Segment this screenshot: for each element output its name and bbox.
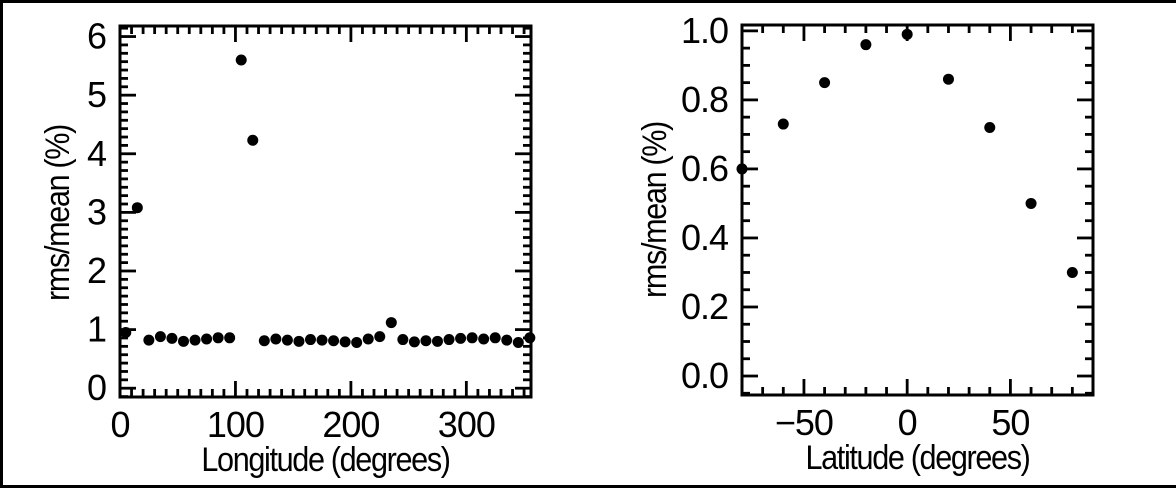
data-point [860,39,872,51]
x-tick-label: 200 [322,404,379,445]
y-tick-label: 6 [87,16,106,57]
data-point [431,335,443,347]
data-point [524,332,536,344]
data-point [316,334,328,346]
right-plot-y-axis-label: rms/mean (%) [636,122,674,298]
data-point [397,334,409,346]
y-tick-label: 5 [87,74,106,115]
data-point [455,332,467,344]
data-point [408,336,420,348]
left-plot-x-axis-label: Longitude (degrees) [201,441,451,479]
y-tick-label: 3 [87,191,106,232]
left-plot-y-axis-label: rms/mean (%) [39,125,77,301]
data-point [154,331,166,343]
data-point [304,334,316,346]
y-tick-label: 2 [87,250,106,291]
data-point [942,73,954,85]
x-tick-label: −50 [775,402,833,443]
data-point [224,332,236,344]
data-point [270,333,282,345]
data-point [177,335,189,347]
y-tick-label: 1 [87,309,106,350]
data-point [258,335,270,347]
data-point [777,118,789,130]
data-point [281,334,293,346]
y-tick-label: 0.0 [681,355,728,396]
data-point [1025,197,1037,209]
data-point [328,335,340,347]
x-tick-label: 50 [991,402,1029,443]
data-point [362,333,374,345]
data-point [478,333,490,345]
data-point [120,327,132,339]
data-point [1066,266,1078,278]
data-point [512,336,524,348]
data-point [247,134,259,146]
data-point [901,28,913,40]
right-plot-x-axis-label: Latitude (degrees) [805,439,1030,477]
data-point [501,334,513,346]
data-point [420,335,432,347]
data-point [166,332,178,344]
data-point [351,336,363,348]
y-tick-label: 4 [87,133,106,174]
data-point [443,334,455,346]
y-tick-label: 0.2 [681,286,728,327]
data-point [143,334,155,346]
data-point [201,333,213,345]
data-point [339,336,351,348]
x-tick-label: 0 [110,404,129,445]
y-tick-label: 0.6 [681,148,728,189]
data-point [235,54,247,66]
data-point [293,335,305,347]
y-tick-label: 0 [87,367,106,408]
data-point [489,332,501,344]
x-tick-label: 300 [438,404,495,445]
scatter-plots-svg: 0 100 200 300 0 1 2 3 4 5 6 −50 0 50 0.0 0.2 0.4 0.6 0.8 1.… [87,10,1095,445]
data-point [212,332,224,344]
data-point [385,317,397,329]
data-point [819,77,831,89]
x-tick-label: 100 [207,404,264,445]
data-point [736,163,748,175]
data-point [131,202,143,214]
y-tick-label: 0.4 [681,217,728,258]
x-tick-label: 0 [898,402,917,443]
data-point [984,122,996,134]
y-tick-label: 0.8 [681,79,728,120]
data-point [189,334,201,346]
data-point [374,331,386,343]
y-tick-label: 1.0 [681,10,728,51]
data-point [466,332,478,344]
plot-frame [740,23,1095,397]
